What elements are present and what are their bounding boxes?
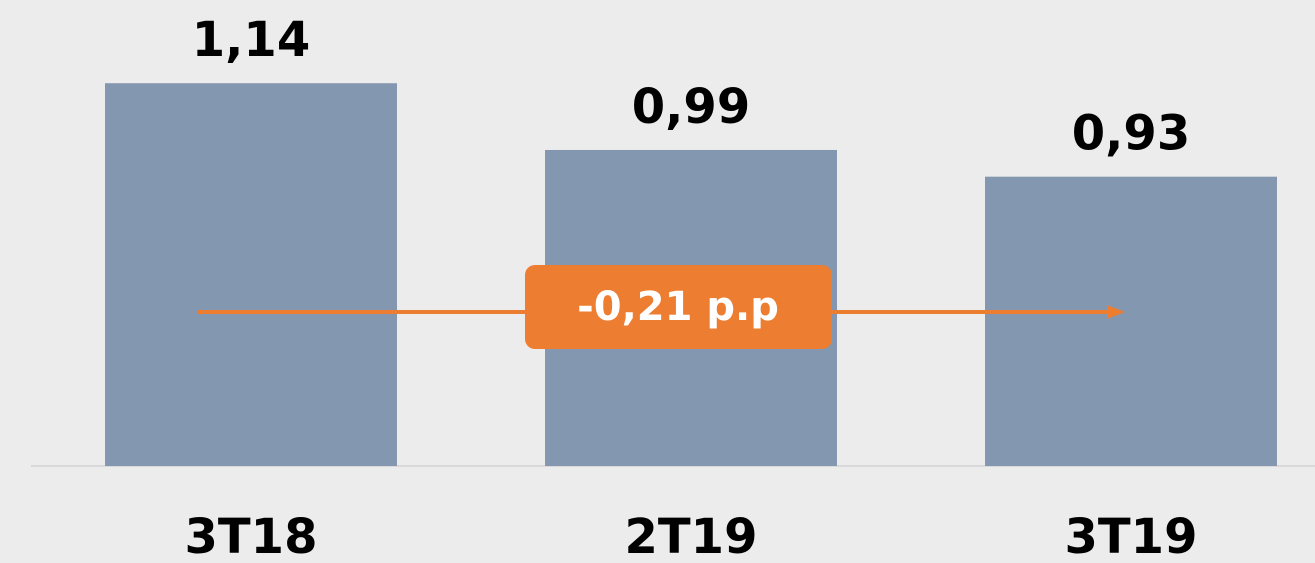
value-label: 1,14 [192, 12, 310, 68]
x-tick-label: 3T19 [1065, 509, 1198, 563]
bar [105, 83, 397, 466]
value-label: 0,93 [1072, 106, 1190, 162]
bar [985, 176, 1277, 466]
x-tick-label: 3T18 [185, 509, 318, 563]
value-label: 0,99 [632, 79, 750, 135]
annotation-label: -0,21 p.p [577, 284, 779, 330]
x-tick-label: 2T19 [625, 509, 758, 563]
annotation-box [525, 265, 832, 349]
arrow-head [1107, 305, 1125, 319]
